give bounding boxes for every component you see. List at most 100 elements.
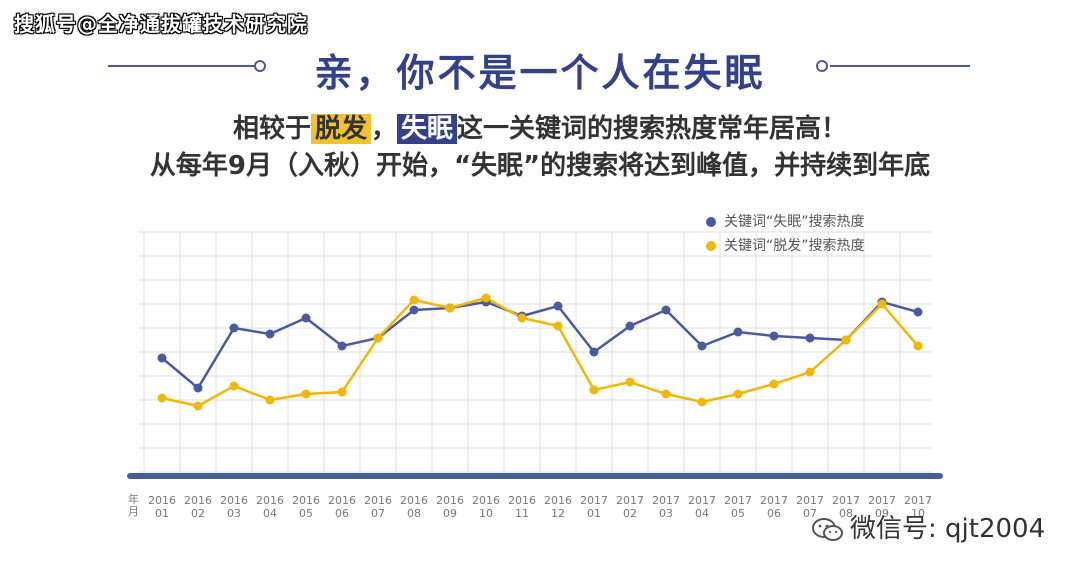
data-point-insomnia — [589, 347, 599, 357]
data-point-hair-loss — [373, 333, 383, 343]
data-point-hair-loss — [337, 387, 347, 397]
data-point-insomnia — [157, 353, 167, 363]
x-tick-year: 2016 — [472, 494, 500, 507]
data-point-insomnia — [301, 313, 311, 323]
legend-label-hair-loss: 关键词“脱发”搜索热度 — [724, 238, 865, 254]
data-point-hair-loss — [409, 295, 419, 305]
x-tick-year: 2017 — [760, 494, 788, 507]
x-tick-label: 2017 05 — [718, 494, 758, 520]
subtitle-line-1: 相较于 脱发，失眠 这一关键词的搜索热度常年居高！ — [0, 108, 1080, 145]
x-tick-label: 2017 06 — [754, 494, 794, 520]
data-point-insomnia — [697, 341, 707, 351]
x-tick-label: 2017 07 — [790, 494, 830, 520]
watermark: 搜狐号@全净通拔罐技术研究院 — [14, 12, 308, 36]
x-tick-label: 2016 07 — [358, 494, 398, 520]
x-tick-label: 2017 09 — [862, 494, 902, 520]
x-tick-label: 2016 09 — [430, 494, 470, 520]
x-tick-month: 08 — [839, 507, 853, 520]
x-tick-label: 2017 02 — [610, 494, 650, 520]
x-tick-month: 10 — [911, 507, 925, 520]
x-tick-month: 01 — [155, 507, 169, 520]
legend-marker-yellow — [706, 241, 716, 251]
highlight-insomnia: 失眠 — [397, 114, 458, 144]
series-line-hair-loss — [161, 296, 919, 408]
x-tick-month: 07 — [371, 507, 385, 520]
data-point-hair-loss — [553, 321, 563, 331]
data-point-hair-loss — [589, 385, 599, 395]
x-tick-label: 2016 12 — [538, 494, 578, 520]
x-tick-label: 2017 10 — [898, 494, 938, 520]
title-line-right — [830, 65, 970, 67]
x-tick-label: 2016 04 — [250, 494, 290, 520]
x-tick-month: 01 — [587, 507, 601, 520]
x-tick-year: 2016 — [220, 494, 248, 507]
series-line-insomnia — [161, 300, 919, 390]
x-axis-prefix: 年 月 — [128, 494, 139, 518]
x-tick-month: 12 — [551, 507, 565, 520]
data-point-insomnia — [625, 321, 635, 331]
subtitle-line-2: 从每年9月（入秋）开始，“失眠”的搜索将达到峰值，并持续到年底 — [149, 151, 931, 181]
data-point-hair-loss — [481, 293, 491, 303]
x-tick-label: 2017 04 — [682, 494, 722, 520]
x-tick-year: 2016 — [436, 494, 464, 507]
x-tick-year: 2016 — [508, 494, 536, 507]
x-tick-month: 10 — [479, 507, 493, 520]
x-tick-year: 2016 — [292, 494, 320, 507]
subtitle-part3: 这一关键词的搜索热度常年居高！ — [457, 114, 848, 144]
x-tick-year: 2017 — [616, 494, 644, 507]
data-point-insomnia — [733, 327, 743, 337]
x-tick-month: 05 — [299, 507, 313, 520]
data-point-hair-loss — [625, 377, 635, 387]
data-point-insomnia — [229, 323, 239, 333]
title-row: 亲，你不是一个人在失眠 — [100, 38, 980, 95]
data-point-insomnia — [805, 333, 815, 343]
data-point-insomnia — [193, 383, 203, 393]
x-tick-label: 2016 05 — [286, 494, 326, 520]
x-tick-month: 04 — [263, 507, 277, 520]
x-tick-month: 09 — [875, 507, 889, 520]
data-point-hair-loss — [301, 389, 311, 399]
x-tick-label: 2017 03 — [646, 494, 686, 520]
highlight-hair-loss: 脱发 — [310, 114, 371, 144]
x-tick-label: 2016 08 — [394, 494, 434, 520]
data-point-hair-loss — [229, 381, 239, 391]
x-tick-month: 07 — [803, 507, 817, 520]
data-point-hair-loss — [157, 393, 167, 403]
x-tick-year: 2017 — [688, 494, 716, 507]
x-tick-month: 06 — [767, 507, 781, 520]
x-tick-month: 05 — [731, 507, 745, 520]
x-tick-year: 2016 — [148, 494, 176, 507]
x-tick-month: 08 — [407, 507, 421, 520]
wechat-icon — [812, 517, 843, 541]
x-axis-prefix-month: 月 — [128, 505, 139, 518]
data-point-insomnia — [337, 341, 347, 351]
x-tick-label: 2016 03 — [214, 494, 254, 520]
data-point-hair-loss — [661, 389, 671, 399]
data-point-insomnia — [661, 305, 671, 315]
data-point-insomnia — [913, 307, 923, 317]
x-tick-label: 2016 02 — [178, 494, 218, 520]
x-tick-label: 2017 08 — [826, 494, 866, 520]
data-point-hair-loss — [841, 335, 851, 345]
legend-label-insomnia: 关键词“失眠”搜索热度 — [724, 214, 865, 230]
x-tick-year: 2016 — [544, 494, 572, 507]
legend-item-hair-loss: 关键词“脱发”搜索热度 — [706, 234, 865, 258]
legend-item-insomnia: 关键词“失眠”搜索热度 — [706, 210, 865, 234]
data-point-insomnia — [553, 301, 563, 311]
x-tick-month: 04 — [695, 507, 709, 520]
x-tick-label: 2016 06 — [322, 494, 362, 520]
data-point-insomnia — [769, 331, 779, 341]
x-tick-month: 09 — [443, 507, 457, 520]
subtitle-part2: ， — [370, 114, 397, 144]
data-point-hair-loss — [193, 401, 203, 411]
x-tick-month: 02 — [191, 507, 205, 520]
x-tick-year: 2016 — [328, 494, 356, 507]
title-line-left — [108, 65, 256, 67]
data-point-hair-loss — [733, 389, 743, 399]
x-tick-year: 2016 — [400, 494, 428, 507]
data-point-insomnia — [265, 329, 275, 339]
title-dot-left — [254, 60, 266, 72]
x-tick-month: 06 — [335, 507, 349, 520]
x-tick-year: 2017 — [580, 494, 608, 507]
